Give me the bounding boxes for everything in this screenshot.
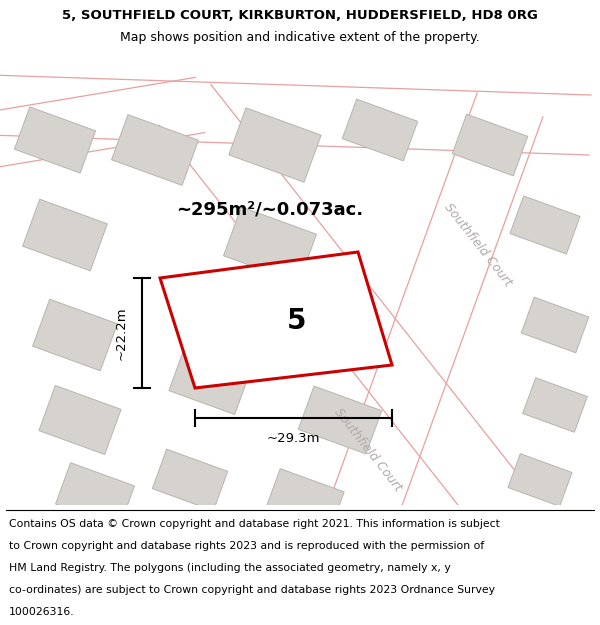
Polygon shape bbox=[510, 196, 580, 254]
Polygon shape bbox=[298, 386, 382, 454]
Text: Southfield Court: Southfield Court bbox=[332, 406, 404, 494]
Text: Map shows position and indicative extent of the property.: Map shows position and indicative extent… bbox=[120, 31, 480, 44]
Polygon shape bbox=[508, 454, 572, 506]
Polygon shape bbox=[32, 299, 118, 371]
Text: ~295m²/~0.073ac.: ~295m²/~0.073ac. bbox=[176, 201, 364, 219]
Text: 5, SOUTHFIELD COURT, KIRKBURTON, HUDDERSFIELD, HD8 0RG: 5, SOUTHFIELD COURT, KIRKBURTON, HUDDERS… bbox=[62, 9, 538, 22]
Polygon shape bbox=[342, 99, 418, 161]
Polygon shape bbox=[224, 207, 316, 283]
Polygon shape bbox=[332, 93, 543, 517]
Polygon shape bbox=[0, 75, 591, 155]
Polygon shape bbox=[23, 199, 107, 271]
Polygon shape bbox=[266, 469, 344, 531]
Text: Southfield Court: Southfield Court bbox=[442, 201, 514, 289]
Polygon shape bbox=[523, 378, 587, 432]
Polygon shape bbox=[452, 114, 528, 176]
Polygon shape bbox=[229, 108, 321, 182]
Text: ~22.2m: ~22.2m bbox=[115, 306, 128, 360]
Polygon shape bbox=[39, 386, 121, 454]
Polygon shape bbox=[159, 84, 526, 526]
Polygon shape bbox=[56, 462, 134, 528]
Polygon shape bbox=[0, 78, 205, 168]
Text: Contains OS data © Crown copyright and database right 2021. This information is : Contains OS data © Crown copyright and d… bbox=[9, 519, 500, 529]
Polygon shape bbox=[521, 298, 589, 352]
Text: co-ordinates) are subject to Crown copyright and database rights 2023 Ordnance S: co-ordinates) are subject to Crown copyr… bbox=[9, 585, 495, 595]
Polygon shape bbox=[169, 346, 251, 414]
Polygon shape bbox=[160, 252, 392, 388]
Polygon shape bbox=[112, 114, 199, 186]
Polygon shape bbox=[152, 449, 228, 511]
Text: HM Land Registry. The polygons (including the associated geometry, namely x, y: HM Land Registry. The polygons (includin… bbox=[9, 563, 451, 573]
Polygon shape bbox=[14, 107, 95, 173]
Text: to Crown copyright and database rights 2023 and is reproduced with the permissio: to Crown copyright and database rights 2… bbox=[9, 541, 484, 551]
Text: 5: 5 bbox=[287, 307, 306, 335]
Text: 100026316.: 100026316. bbox=[9, 606, 74, 616]
Text: ~29.3m: ~29.3m bbox=[267, 432, 320, 445]
